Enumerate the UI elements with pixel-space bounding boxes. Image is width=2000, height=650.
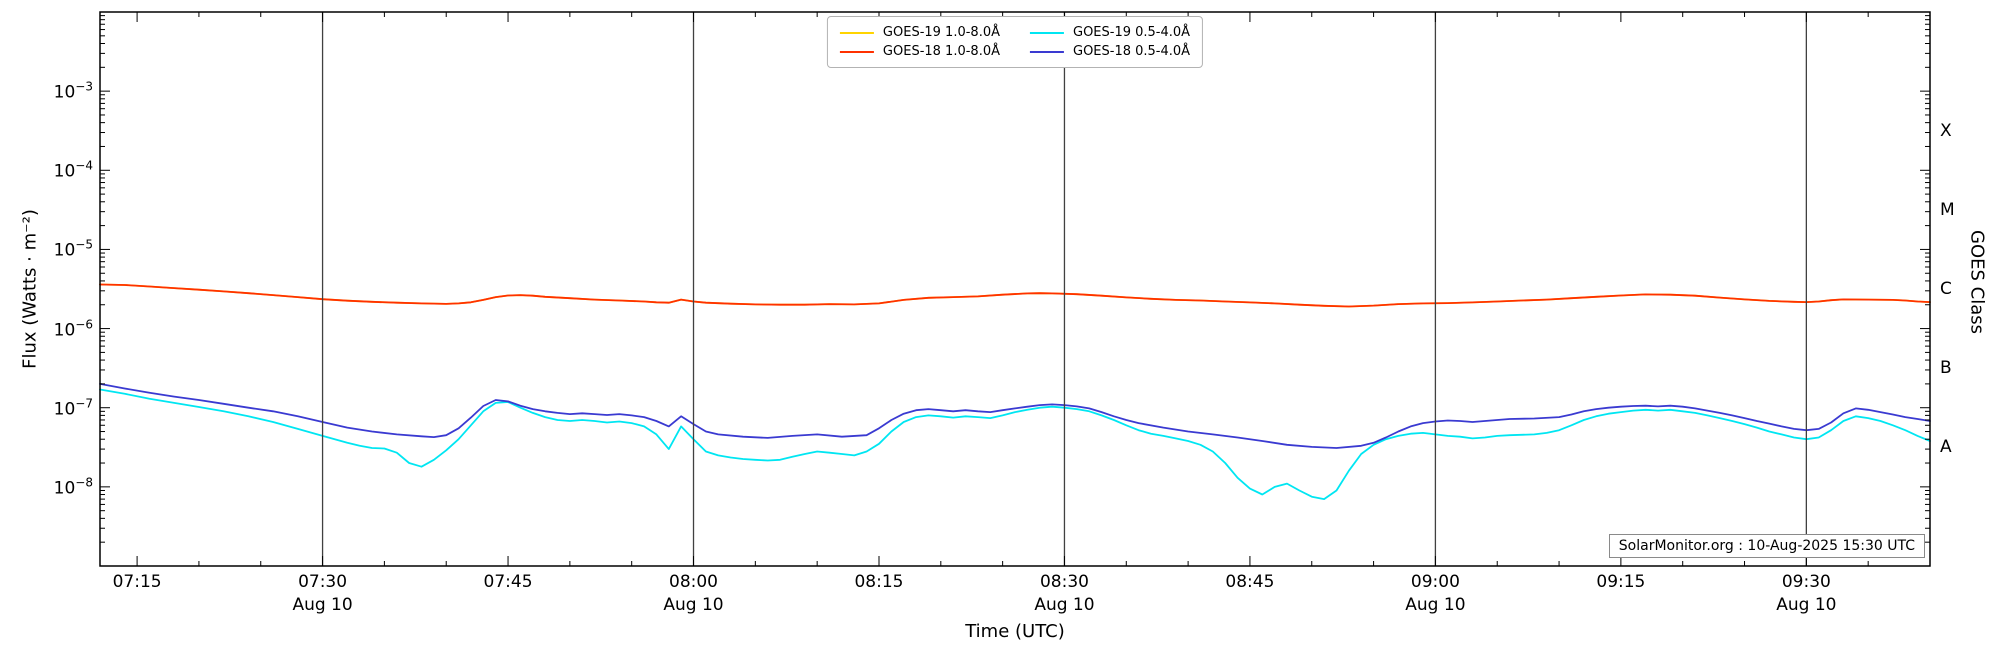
legend-entry: GOES-19 0.5-4.0Å (1030, 25, 1190, 40)
x-tick-label: 08:45 (1225, 572, 1275, 592)
goes-class-letter: C (1940, 279, 1952, 299)
date-label: Aug 10 (292, 595, 353, 615)
y-tick-label: 10−4 (53, 158, 93, 182)
legend-line-swatch (839, 31, 874, 34)
y-tick-label: 10−3 (53, 79, 93, 103)
date-label: Aug 10 (1405, 595, 1466, 615)
x-tick-label: 07:30 (298, 572, 348, 592)
legend-line-swatch (1030, 50, 1064, 53)
series-line-1 (99, 283, 1931, 308)
legend-entry: GOES-18 1.0-8.0Å (839, 44, 1000, 59)
x-tick-label: 08:30 (1039, 572, 1089, 592)
goes-class-letter: A (1940, 437, 1952, 458)
watermark-annotation: SolarMonitor.org : 10-Aug-2025 15:30 UTC (1608, 534, 1925, 558)
legend-entry: GOES-19 1.0-8.0Å (839, 25, 1000, 40)
legend-label: GOES-19 0.5-4.0Å (1073, 25, 1191, 40)
y-tick-label: 10−5 (53, 238, 93, 261)
x-tick-label: 09:15 (1596, 572, 1646, 592)
series-line-2 (99, 388, 1931, 501)
date-label: Aug 10 (663, 595, 724, 615)
y-tick-label: 10−7 (53, 396, 93, 420)
x-tick-label: 08:00 (669, 572, 718, 592)
legend-label: GOES-19 1.0-8.0Å (882, 25, 1000, 40)
x-axis-title: Time (UTC) (965, 621, 1065, 642)
x-tick-label: 07:45 (483, 572, 533, 592)
legend-label: GOES-18 1.0-8.0Å (882, 44, 1000, 59)
legend-label: GOES-18 0.5-4.0Å (1073, 44, 1191, 59)
date-label: Aug 10 (1034, 595, 1095, 615)
goes-class-letter: B (1940, 358, 1952, 379)
goes-class-letter: M (1940, 199, 1955, 220)
date-label: Aug 10 (1776, 595, 1837, 615)
x-tick-label: 07:15 (112, 572, 162, 592)
series-line-3 (99, 382, 1931, 449)
x-tick-label: 08:15 (854, 572, 904, 592)
x-tick-label: 09:00 (1410, 572, 1460, 592)
legend-line-swatch (1030, 31, 1064, 34)
y-tick-label: 10−6 (53, 317, 93, 340)
y-axis-title: Flux (Watts · m⁻²) (19, 209, 41, 369)
y-tick-label: 10−8 (53, 475, 93, 499)
goes-class-letter: X (1940, 120, 1952, 141)
legend: GOES-19 1.0-8.0Å GOES-18 1.0-8.0Å GOES-19 … (826, 16, 1204, 68)
x-tick-label: 09:30 (1781, 572, 1831, 592)
legend-line-swatch (839, 50, 874, 53)
series-line-0 (99, 283, 1931, 308)
right-axis-title: GOES Class (1966, 230, 1988, 334)
legend-entry: GOES-18 0.5-4.0Å (1030, 44, 1190, 59)
